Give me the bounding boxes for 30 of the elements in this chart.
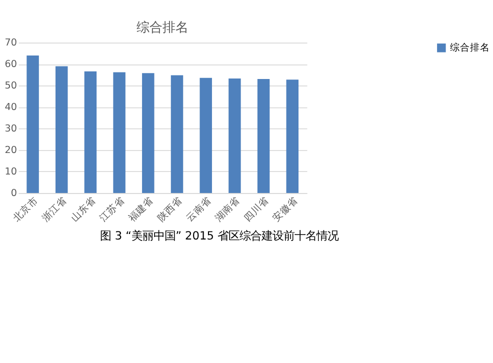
bar xyxy=(56,66,68,193)
chart-title: 综合排名 xyxy=(136,20,189,36)
x-tick-label: 浙江省 xyxy=(40,194,70,224)
bar xyxy=(142,73,154,193)
y-tick-label: 10 xyxy=(4,166,18,178)
x-tick-label: 江苏省 xyxy=(97,194,127,224)
bar xyxy=(257,78,270,193)
bar xyxy=(286,80,299,193)
y-tick-label: 70 xyxy=(4,38,18,49)
bar xyxy=(200,78,212,193)
x-tick-label: 四川省 xyxy=(242,194,272,224)
y-tick-label: 0 xyxy=(10,188,18,200)
legend-label: 综合排名 xyxy=(450,42,490,54)
bar xyxy=(228,78,241,193)
x-tick-label: 安徽省 xyxy=(270,194,300,224)
x-tick-label: 陕西省 xyxy=(154,194,185,224)
caption: 图 3 “美丽中国” 2015 省区综合建设前十名情况 xyxy=(100,228,339,242)
bar xyxy=(84,71,97,193)
y-tick-label: 40 xyxy=(4,102,18,114)
y-tick-label: 30 xyxy=(4,124,18,135)
y-tick-label: 20 xyxy=(4,145,18,156)
x-tick-label: 湖南省 xyxy=(212,194,242,224)
bar xyxy=(113,72,126,193)
x-tick-label: 福建省 xyxy=(126,194,156,224)
x-tick-label: 云南省 xyxy=(184,194,214,224)
bar xyxy=(170,75,184,193)
bar xyxy=(26,56,39,193)
y-tick-label: 50 xyxy=(4,80,18,92)
y-tick-label: 60 xyxy=(4,59,18,70)
x-tick-label: 山东省 xyxy=(68,194,98,224)
